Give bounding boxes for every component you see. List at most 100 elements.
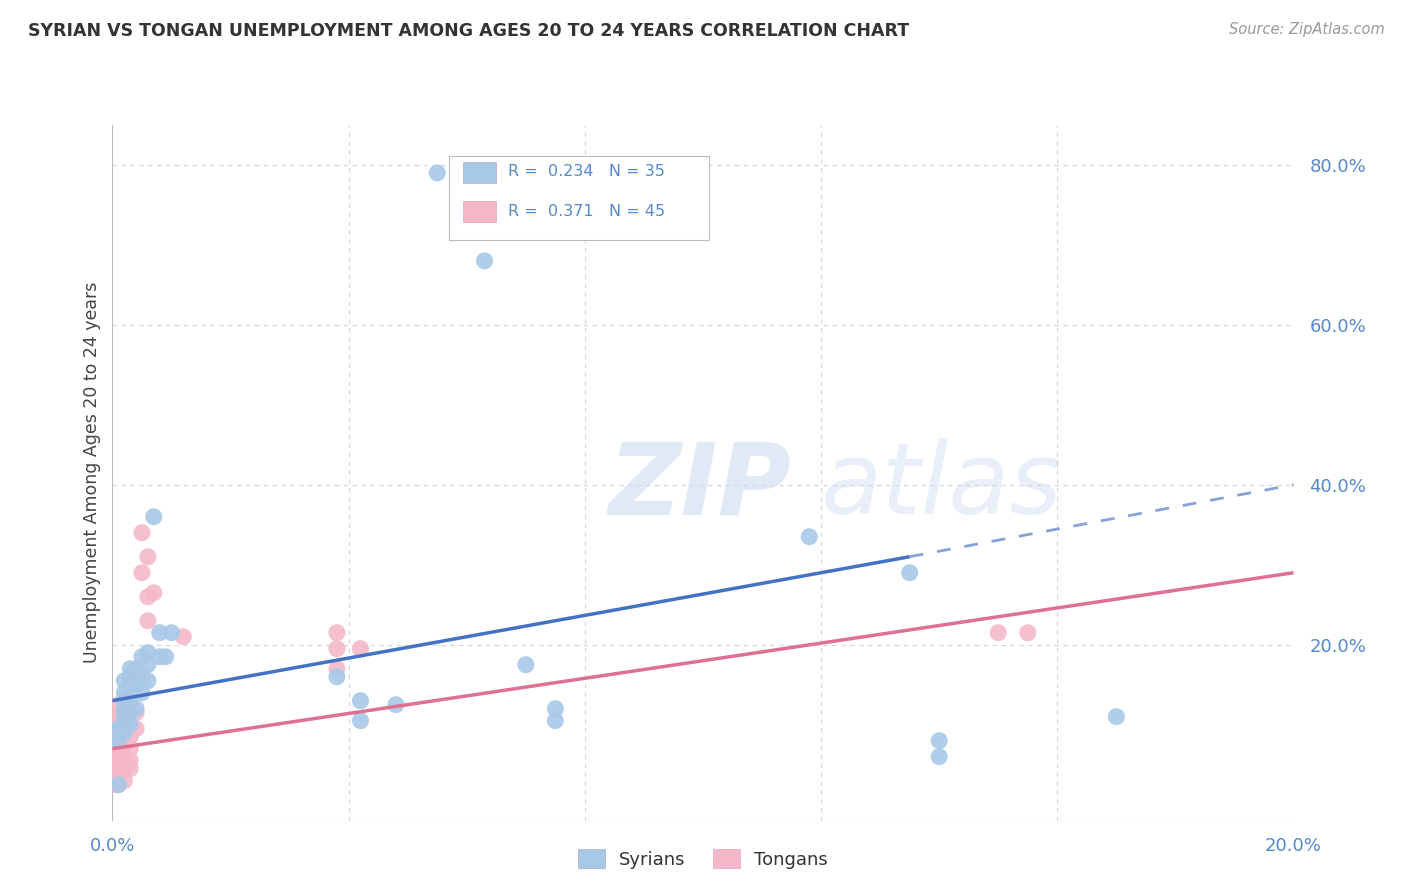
Point (349, 714, 371, 728)
Point (112, 725, 135, 739)
Point (120, 717, 142, 731)
Point (326, 670, 349, 684)
Text: ZIP: ZIP (609, 438, 792, 535)
Point (120, 730, 142, 744)
Y-axis label: Unemployment Among Ages 20 to 24 years: Unemployment Among Ages 20 to 24 years (83, 282, 101, 664)
Point (107, 778, 129, 792)
Point (107, 733, 129, 747)
Point (112, 673, 135, 688)
Point (349, 694, 371, 708)
Point (1105, 709, 1128, 723)
Point (112, 709, 135, 723)
Legend: Syrians, Tongans: Syrians, Tongans (569, 840, 837, 878)
Point (544, 701, 567, 715)
Point (515, 657, 537, 672)
Point (987, 625, 1010, 640)
Point (112, 717, 135, 731)
Point (172, 630, 194, 644)
Point (112, 749, 135, 764)
Point (125, 706, 148, 720)
Point (142, 585, 165, 599)
Point (120, 678, 142, 692)
Point (131, 566, 153, 580)
Point (101, 778, 124, 792)
Point (1017, 625, 1039, 640)
Bar (463, 202, 496, 222)
Point (136, 646, 159, 660)
Point (120, 670, 142, 684)
Text: R =  0.371   N = 45: R = 0.371 N = 45 (508, 204, 665, 219)
Point (107, 722, 129, 736)
Point (112, 725, 135, 739)
Point (120, 741, 142, 756)
Point (142, 509, 165, 524)
Point (101, 773, 124, 788)
Text: atlas: atlas (821, 438, 1063, 535)
Point (112, 701, 135, 715)
Point (326, 662, 349, 676)
Point (101, 733, 124, 747)
Point (125, 678, 148, 692)
Point (101, 749, 124, 764)
Point (107, 762, 129, 776)
Point (112, 738, 135, 752)
Point (474, 253, 496, 268)
Point (120, 706, 142, 720)
Point (898, 566, 921, 580)
Point (101, 717, 124, 731)
Text: SYRIAN VS TONGAN UNEMPLOYMENT AMONG AGES 20 TO 24 YEARS CORRELATION CHART: SYRIAN VS TONGAN UNEMPLOYMENT AMONG AGES… (28, 22, 910, 40)
Point (101, 762, 124, 776)
Point (136, 549, 159, 564)
Point (101, 741, 124, 756)
Point (544, 714, 567, 728)
Point (112, 773, 135, 788)
Point (112, 686, 135, 700)
Point (107, 709, 129, 723)
Point (136, 657, 159, 672)
Point (120, 762, 142, 776)
Point (112, 762, 135, 776)
Point (101, 725, 124, 739)
Point (149, 649, 172, 664)
Point (125, 701, 148, 715)
Point (112, 694, 135, 708)
Point (101, 770, 124, 784)
FancyBboxPatch shape (449, 156, 709, 240)
Point (385, 698, 408, 712)
Text: R =  0.234   N = 35: R = 0.234 N = 35 (508, 164, 665, 179)
Point (107, 770, 129, 784)
Point (928, 733, 950, 747)
Point (131, 649, 153, 664)
Point (120, 698, 142, 712)
Point (125, 662, 148, 676)
Point (120, 717, 142, 731)
Point (125, 722, 148, 736)
Point (160, 625, 183, 640)
Point (120, 706, 142, 720)
Point (326, 625, 349, 640)
Point (799, 530, 821, 544)
Point (131, 525, 153, 540)
Point (136, 614, 159, 628)
Point (107, 741, 129, 756)
Bar (463, 161, 496, 183)
Point (120, 694, 142, 708)
Point (131, 670, 153, 684)
Point (426, 166, 449, 180)
Point (107, 778, 129, 792)
Text: Source: ZipAtlas.com: Source: ZipAtlas.com (1229, 22, 1385, 37)
Point (107, 698, 129, 712)
Point (112, 714, 135, 728)
Point (131, 686, 153, 700)
Point (107, 749, 129, 764)
Point (112, 754, 135, 768)
Point (120, 662, 142, 676)
Point (136, 673, 159, 688)
Point (120, 754, 142, 768)
Point (107, 722, 129, 736)
Point (928, 749, 950, 764)
Point (149, 625, 172, 640)
Point (155, 649, 177, 664)
Point (107, 733, 129, 747)
Point (136, 590, 159, 604)
